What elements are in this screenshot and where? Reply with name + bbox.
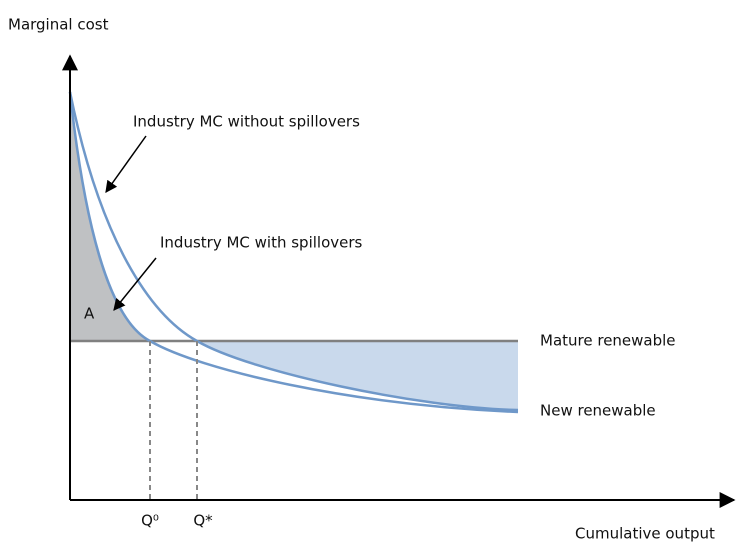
curve-label: Industry MC without spillovers xyxy=(133,113,360,131)
curve-with xyxy=(68,91,519,414)
quantity-label: Q⁰ xyxy=(141,512,159,530)
y-axis-label: Marginal cost xyxy=(8,16,109,34)
curve-label: Industry MC with spillovers xyxy=(160,234,363,252)
area-label: A xyxy=(84,305,95,323)
arrow-with xyxy=(113,257,157,311)
line-label: New renewable xyxy=(540,402,656,420)
x-axis-label: Cumulative output xyxy=(575,525,715,543)
area-blue xyxy=(197,341,518,410)
quantity-label: Q* xyxy=(193,512,213,530)
line-label: Mature renewable xyxy=(540,332,676,350)
area-a xyxy=(70,92,150,341)
arrow-without xyxy=(105,135,147,193)
